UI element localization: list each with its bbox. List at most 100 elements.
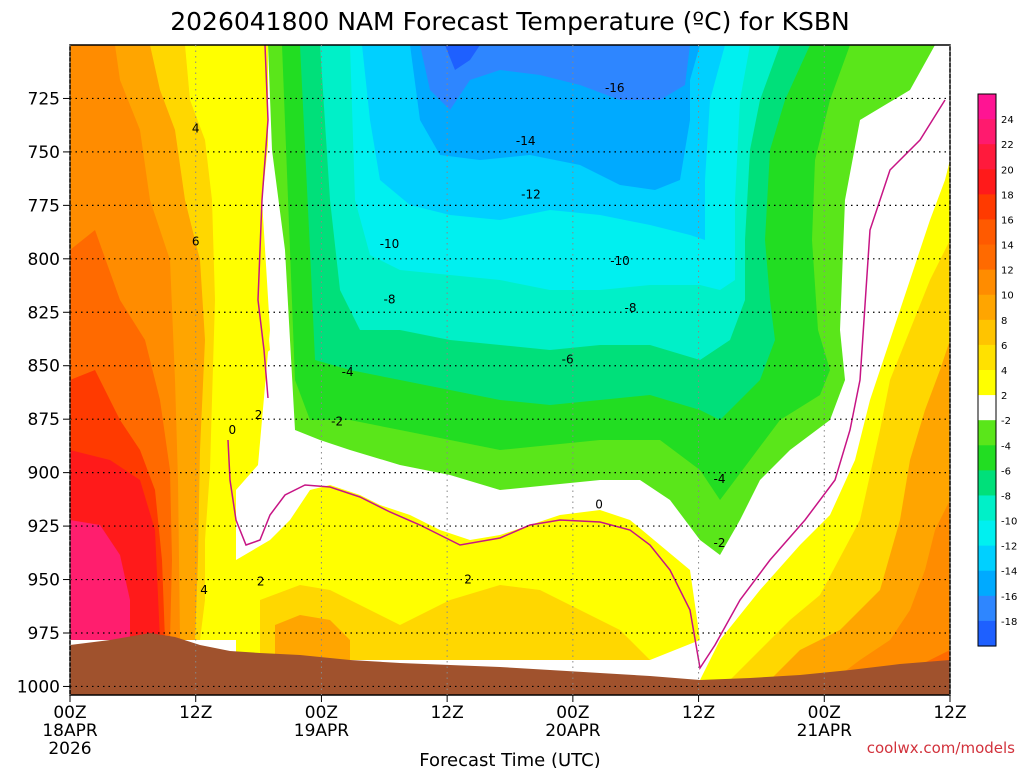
y-tick-label: 825	[28, 303, 60, 323]
warm-lens	[252, 355, 264, 440]
colorbar-label: 10	[1001, 291, 1014, 302]
x-tick-date: 21APR	[797, 721, 853, 741]
x-axis-label: Forecast Time (UTC)	[419, 750, 600, 768]
colorbar-label: 18	[1001, 190, 1014, 201]
grid	[69, 45, 951, 695]
contour-label: 4	[200, 583, 208, 597]
contour-label: 0	[229, 423, 237, 437]
colorbar-label: -14	[1001, 567, 1017, 578]
contour-label: 4	[192, 121, 200, 135]
colorbar-swatch	[978, 219, 996, 246]
colorbar-frame	[977, 93, 997, 647]
colorbar-swatch	[978, 94, 996, 120]
contour-labels: -16 -14 -12 -10 -10 -8 -8 -6 -4 -4 -2 -2 0 0 2 2 2 4 4 6	[192, 81, 726, 597]
zero-isotherm-edge	[257, 45, 269, 399]
contour-label: -6	[562, 352, 574, 366]
colorbar-label: -18	[1001, 617, 1017, 628]
colorbar-swatch	[978, 395, 996, 421]
contour-label: -2	[331, 414, 343, 428]
cold-band-18	[445, 45, 480, 70]
colorbar-swatch	[978, 269, 996, 296]
surface-band-6	[275, 615, 350, 660]
colorbar-swatch	[978, 495, 996, 522]
colorbar-swatch	[978, 144, 996, 170]
contour-label: 2	[257, 575, 265, 589]
colorbar-swatch	[978, 194, 996, 221]
contour-label: -16	[605, 81, 625, 95]
x-tick-label: 00Z	[53, 703, 86, 723]
contour-label: 2	[255, 408, 263, 422]
y-tick-label: 925	[28, 517, 60, 537]
contour-label: -10	[610, 254, 630, 268]
colorbar-label: -12	[1001, 542, 1017, 553]
y-tick-label: 975	[28, 624, 60, 644]
y-tick-label: 900	[28, 464, 60, 484]
y-tick-label: 775	[28, 196, 60, 216]
late-band-10	[820, 500, 950, 695]
temperature-field	[70, 45, 950, 695]
colorbar-label: 2	[1001, 391, 1007, 402]
late-band-6	[760, 340, 950, 695]
colorbar-swatch	[978, 344, 996, 371]
colorbar-label: 6	[1001, 341, 1007, 352]
x-tick-label: 12Z	[431, 703, 464, 723]
colorbar-swatch	[978, 244, 996, 271]
y-tick-label: 850	[28, 357, 60, 377]
colorbar-label: -8	[1001, 491, 1011, 502]
colorbar-swatch	[978, 370, 996, 396]
warm-band-24	[70, 520, 130, 640]
cold-band-16	[420, 45, 690, 110]
colorbar-label: 24	[1001, 115, 1014, 126]
surface-band-4	[260, 585, 650, 660]
colorbar-label: -16	[1001, 592, 1017, 603]
colorbar-swatch	[978, 470, 996, 497]
colorbar-swatch	[978, 445, 996, 471]
x-tick-label: 00Z	[556, 703, 589, 723]
contour-label: 6	[192, 235, 200, 249]
x-tick-year: 2026	[48, 739, 91, 759]
x-tick-label: 12Z	[179, 703, 212, 723]
colorbar-swatch	[978, 119, 996, 145]
ground-terrain	[70, 633, 950, 695]
contour-label: -12	[521, 188, 541, 202]
colorbar-label: -4	[1001, 441, 1011, 452]
y-tick-label: 750	[28, 143, 60, 163]
colorbar-label: 16	[1001, 215, 1014, 226]
colorbar-label: 22	[1001, 140, 1014, 151]
colorbar-swatch	[978, 545, 996, 572]
x-tick-date: 18APR	[42, 721, 98, 741]
colorbar-swatch	[978, 595, 996, 622]
x-tick-label: 00Z	[808, 703, 841, 723]
colorbar-swatch	[978, 169, 996, 195]
colorbar-label: 8	[1001, 316, 1007, 327]
contour-label: 2	[464, 573, 472, 587]
y-tick-label: 800	[28, 250, 60, 270]
colorbar-swatch	[978, 570, 996, 597]
x-tick-date: 19APR	[294, 721, 350, 741]
colorbar-label: -6	[1001, 466, 1011, 477]
contour-label: 0	[595, 498, 603, 512]
y-tick-label: 950	[28, 571, 60, 591]
colorbar-swatch	[978, 520, 996, 547]
zero-isotherm	[227, 99, 946, 671]
colorbar-label: 12	[1001, 266, 1014, 277]
colorbar: 24 22 20 18 16 14 12 10 8 6 4 2 -2 -4 -6 -8 -10 -12 -14 -16…	[977, 93, 1017, 647]
colorbar-swatch	[978, 420, 996, 446]
chart-title: 2026041800 NAM Forecast Temperature (ºC)…	[170, 7, 850, 36]
contour-label: -8	[384, 292, 396, 306]
x-tick-date: 20APR	[545, 721, 601, 741]
colorbar-label: -10	[1001, 517, 1017, 528]
watermark: coolwx.com/models	[867, 739, 1015, 757]
contour-label: -14	[516, 134, 536, 148]
y-tick-label: 1000	[17, 677, 60, 697]
colorbar-label: 14	[1001, 241, 1014, 252]
contour-label: -10	[380, 237, 400, 251]
colorbar-label: 20	[1001, 165, 1014, 176]
colorbar-swatch	[978, 294, 996, 321]
contour-label: -4	[342, 365, 354, 379]
colorbar-swatch	[978, 620, 996, 647]
contour-label: -8	[624, 301, 636, 315]
y-tick-label: 725	[28, 89, 60, 109]
colorbar-swatch	[978, 319, 996, 346]
